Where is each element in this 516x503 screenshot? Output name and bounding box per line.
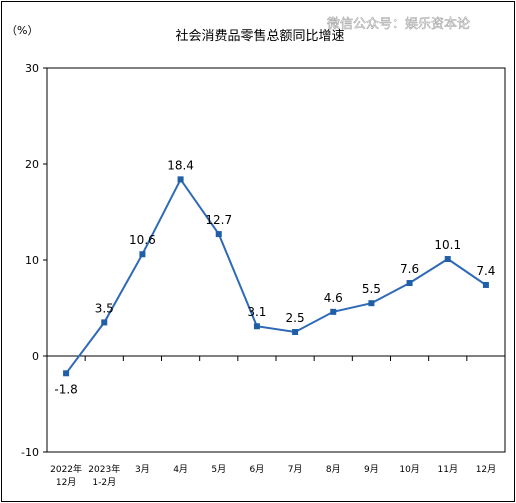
data-label: 10.1 (434, 238, 461, 252)
unit-label: （%） (6, 24, 38, 37)
x-tick-label: 8月 (326, 464, 341, 475)
y-axis: 30 20 10 0 -10 (21, 62, 47, 459)
data-label: 10.6 (129, 233, 156, 247)
data-label: 3.5 (95, 301, 114, 315)
y-tick-label: 20 (25, 158, 39, 171)
data-point (253, 323, 260, 330)
data-labels: -1.8 3.5 10.6 18.4 12.7 3.1 2.5 4.6 5.5 7.6 10.1 7.… (54, 158, 495, 396)
data-point (63, 370, 70, 377)
plot-area (46, 67, 506, 453)
x-tick-label: 2023年 1-2月 (88, 463, 120, 488)
x-tick-label: 9月 (364, 464, 379, 475)
y-tick-label: 30 (25, 62, 39, 75)
x-tick-label: 7月 (288, 464, 303, 475)
x-tick-label: 2022年 12月 (50, 463, 82, 488)
data-label: 3.1 (247, 305, 266, 319)
x-tick-label: 5月 (211, 464, 226, 475)
data-label: 4.6 (324, 291, 343, 305)
data-label: 12.7 (205, 213, 232, 227)
data-label: 2.5 (286, 311, 305, 325)
series-line (63, 176, 489, 377)
x-tick-label: 12月 (476, 464, 496, 475)
data-label: 5.5 (362, 282, 381, 296)
data-point (482, 281, 489, 288)
data-point (330, 308, 337, 315)
data-label: 7.6 (400, 262, 419, 276)
data-point (101, 319, 108, 326)
data-point (406, 280, 413, 287)
data-point (177, 176, 184, 183)
data-point (215, 231, 222, 238)
y-tick-label: 10 (25, 254, 39, 267)
data-label: -1.8 (54, 382, 77, 396)
watermark: 微信公众号：娱乐资本论 (327, 17, 470, 32)
x-tick-label: 10月 (399, 464, 419, 475)
data-label: 18.4 (167, 158, 194, 172)
data-label: 7.4 (476, 264, 495, 278)
series-path (65, 177, 487, 374)
y-tick-label: 0 (32, 350, 39, 363)
x-tick-label: 4月 (173, 464, 188, 475)
x-tick-label: 6月 (250, 464, 265, 475)
data-point (292, 329, 299, 335)
x-tick-label: 3月 (135, 464, 150, 475)
data-point (139, 251, 146, 258)
data-point (444, 256, 451, 263)
data-point (368, 300, 375, 307)
y-tick-label: -10 (21, 446, 39, 459)
x-tick-label: 11月 (438, 464, 458, 475)
chart-title: 社会消费品零售总额同比增速 (175, 28, 344, 44)
